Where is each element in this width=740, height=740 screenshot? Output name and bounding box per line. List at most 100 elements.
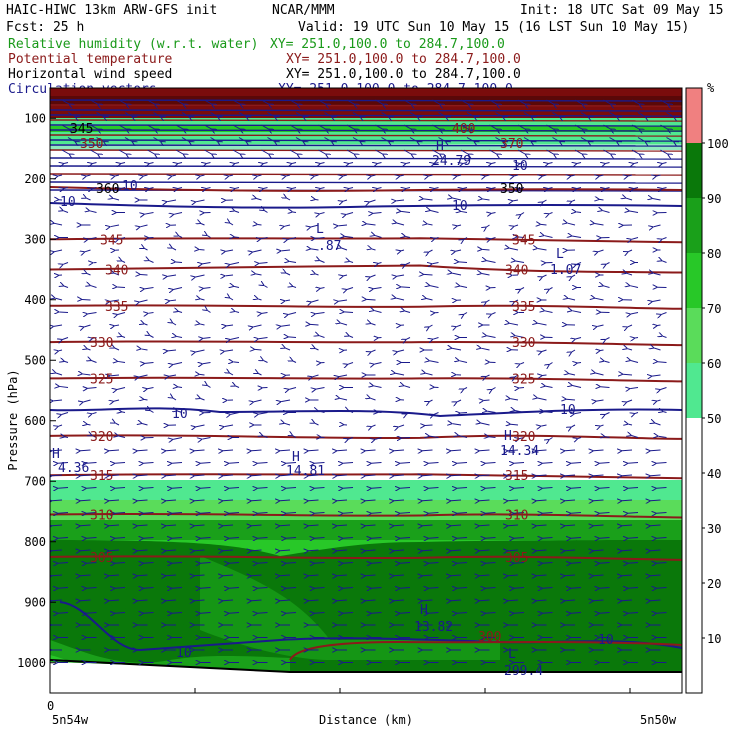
vector-arrow	[267, 112, 275, 117]
vector-arrow	[486, 299, 490, 302]
vector-arrow	[145, 363, 154, 364]
vector-arrow	[144, 175, 148, 176]
vector-arrow	[338, 225, 348, 226]
vector-arrow	[340, 398, 348, 401]
colorbar-band-80	[686, 198, 702, 253]
vector-arrow	[315, 513, 325, 514]
vector-arrow	[595, 298, 604, 301]
y-tick-label-200: 200	[24, 172, 46, 186]
vector-arrow	[375, 149, 383, 154]
vector-arrow	[349, 188, 354, 189]
x-left-location: 5n54w	[52, 713, 89, 727]
upper-contour-line	[50, 144, 682, 147]
vector-arrow	[537, 475, 547, 476]
vector-arrow	[229, 563, 240, 564]
vector-arrow	[223, 475, 234, 476]
vector-arrow	[432, 149, 440, 154]
vector-arrow	[93, 188, 97, 189]
vector-arrow	[286, 513, 297, 514]
vector-arrow	[93, 338, 97, 339]
vector-arrow	[543, 463, 553, 464]
vector-arrow	[630, 286, 639, 288]
vector-arrow	[623, 374, 633, 375]
vector-arrow	[88, 237, 97, 240]
vector-arrow	[344, 275, 348, 276]
vector-arrow	[594, 525, 604, 526]
vector-arrow	[567, 223, 576, 226]
vector-arrow	[234, 286, 240, 287]
colorbar-band-100	[686, 88, 702, 143]
vector-arrow	[429, 399, 433, 402]
vector-arrow	[148, 313, 154, 314]
vector-arrow	[52, 450, 63, 451]
vector-arrow	[110, 224, 120, 227]
vector-arrow	[229, 463, 240, 464]
vector-arrow	[343, 588, 354, 589]
vector-arrow	[429, 463, 439, 464]
vector-arrow	[138, 450, 148, 451]
vector-arrow	[394, 500, 405, 501]
vector-arrow	[264, 188, 268, 189]
vector-arrow	[565, 600, 576, 601]
vector-arrow	[537, 550, 547, 551]
vector-arrow	[511, 424, 519, 425]
vector-arrow	[626, 198, 633, 201]
vector-arrow	[280, 450, 291, 451]
vector-arrow	[224, 424, 234, 427]
vector-arrow	[109, 525, 120, 526]
extremum-type: L	[556, 247, 564, 262]
vector-arrow	[144, 248, 148, 251]
vector-arrow	[114, 399, 120, 401]
vector-arrow	[514, 588, 525, 589]
vector-arrow	[622, 450, 633, 451]
vector-arrow	[232, 99, 240, 104]
vector-arrow	[565, 525, 576, 526]
vector-arrow	[343, 199, 348, 201]
vector-arrow	[285, 423, 291, 426]
vector-arrow	[286, 175, 291, 176]
vector-arrow	[349, 336, 354, 338]
vector-arrow	[138, 475, 148, 476]
x-right-location: 5n50w	[640, 713, 677, 727]
vector-arrow	[83, 374, 91, 375]
vector-arrow	[58, 463, 69, 464]
vector-arrow	[195, 450, 205, 451]
vector-arrow	[543, 175, 547, 176]
vector-arrow	[92, 412, 97, 414]
vector-arrow	[83, 399, 91, 402]
valid-time: Valid: 19 UTC Sun 10 May 15 (16 LST Sun …	[298, 20, 689, 35]
y-tick-label-300: 300	[24, 232, 46, 246]
vector-arrow	[457, 463, 468, 464]
vector-arrow	[429, 588, 439, 589]
colorbar-tick-label-30: 30	[707, 522, 721, 536]
vector-arrow	[196, 274, 205, 277]
vector-arrow	[628, 513, 639, 514]
vector-arrow	[603, 99, 611, 104]
vector-arrow	[653, 273, 661, 276]
vector-arrow	[172, 588, 183, 589]
vector-arrow	[65, 437, 69, 438]
vector-arrow	[343, 563, 354, 564]
vector-arrow	[661, 387, 667, 390]
vector-arrow	[486, 513, 496, 514]
y-tick-label-100: 100	[24, 111, 46, 125]
vector-arrow	[118, 361, 126, 362]
vector-arrow	[622, 550, 633, 551]
vector-arrow	[654, 348, 661, 351]
vector-arrow	[653, 224, 661, 227]
vector-arrow	[122, 336, 126, 338]
vector-arrow	[172, 463, 183, 464]
vector-arrow	[628, 588, 639, 589]
theta-315-contour	[50, 473, 682, 480]
theta-335-contour	[50, 304, 682, 310]
vector-arrow	[480, 525, 490, 526]
vector-arrow	[267, 137, 275, 142]
vector-arrow	[286, 463, 297, 464]
vector-arrow	[110, 300, 120, 301]
vector-arrow	[568, 298, 576, 301]
vector-arrow	[549, 362, 553, 365]
vector-arrow	[309, 525, 319, 526]
extremum-value: 14.81	[286, 464, 325, 479]
colorbar-tick-label-10: 10	[707, 632, 721, 646]
